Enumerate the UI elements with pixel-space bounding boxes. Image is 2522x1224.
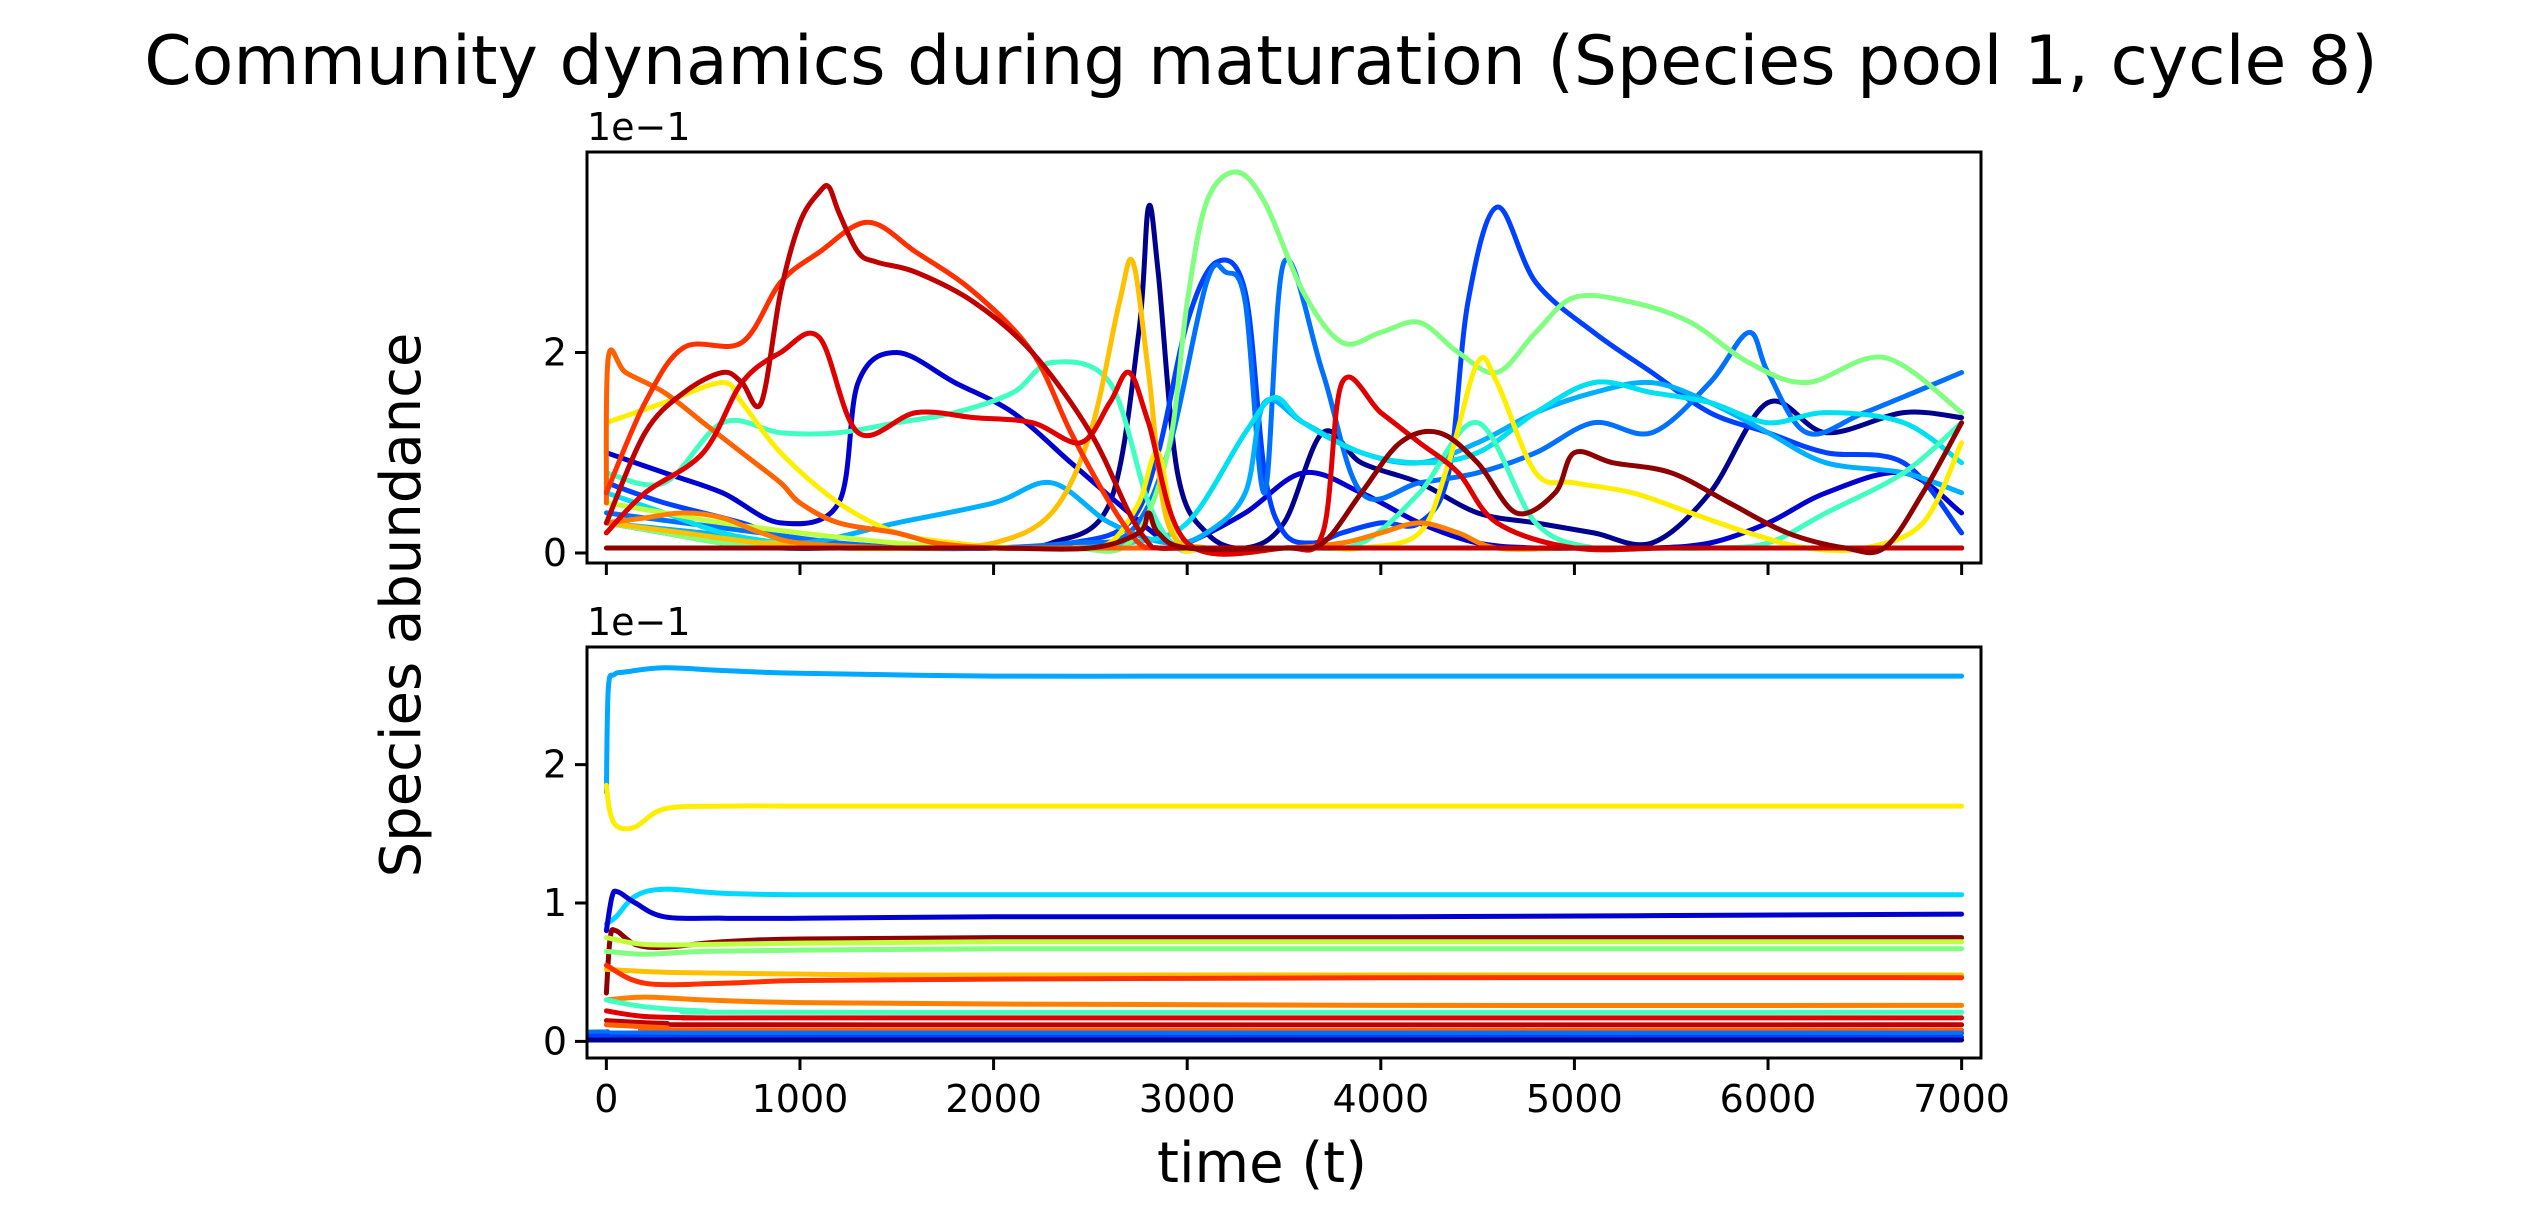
top-y-tick-label: 2: [543, 330, 567, 374]
x-tick-label: 4000: [1332, 1077, 1429, 1121]
bottom-series-line-10: [603, 994, 1965, 1008]
bottom-panel: 0 1 2 0 1000 2000 3000 4000 5000 6000 7000 1e−1: [543, 600, 2010, 1121]
bottom-series-line-1: [603, 665, 1965, 795]
bottom-axes-frame: [585, 645, 1983, 1060]
bottom-series-line-13: [603, 1018, 1965, 1028]
bottom-series-line-7: [603, 946, 1965, 957]
bottom-offset-label: 1e−1: [587, 600, 691, 644]
bottom-series-line-11: [603, 997, 1965, 1015]
top-series-line-16: [603, 183, 1965, 551]
bottom-series-line-3: [603, 886, 1965, 927]
x-tick-label: 6000: [1720, 1077, 1817, 1121]
top-series-group: [603, 169, 1965, 557]
top-y-tick-label: 0: [543, 531, 567, 575]
bottom-series-line-2: [603, 782, 1965, 832]
x-axis-label: time (t): [1157, 1131, 1367, 1196]
bottom-y-tick-label: 0: [543, 1019, 567, 1063]
bottom-y-tick-label: 2: [543, 743, 567, 787]
x-tick-label: 2000: [945, 1077, 1042, 1121]
bottom-series-line-4: [603, 888, 1965, 934]
x-tick-label: 1000: [752, 1077, 849, 1121]
bottom-series-line-8: [603, 966, 1965, 978]
x-tick-label: 0: [594, 1077, 618, 1121]
y-axis-label: Species abundance: [369, 333, 434, 878]
bottom-y-tick-label: 1: [543, 881, 567, 925]
bottom-series-line-5: [603, 927, 1965, 996]
bottom-series-line-12: [603, 1008, 1965, 1021]
bottom-series-line-16: [587, 1033, 1965, 1040]
bottom-series-group: [587, 665, 1965, 1043]
bottom-series-line-14: [603, 1022, 1965, 1034]
top-panel: 0 2 1e−1: [543, 105, 1983, 575]
x-tick-label: 7000: [1913, 1077, 2010, 1121]
top-series-line-17: [603, 420, 1965, 556]
bottom-series-line-15: [587, 1029, 1965, 1036]
bottom-series-line-6: [603, 935, 1965, 948]
top-series-line-8: [603, 169, 1965, 554]
x-tick-label: 5000: [1526, 1077, 1623, 1121]
top-axes-frame: [585, 150, 1983, 565]
chart-title: Community dynamics during maturation (Sp…: [144, 22, 2377, 101]
bottom-series-line-9: [603, 962, 1965, 988]
top-offset-label: 1e−1: [587, 105, 691, 149]
x-tick-label: 3000: [1139, 1077, 1236, 1121]
